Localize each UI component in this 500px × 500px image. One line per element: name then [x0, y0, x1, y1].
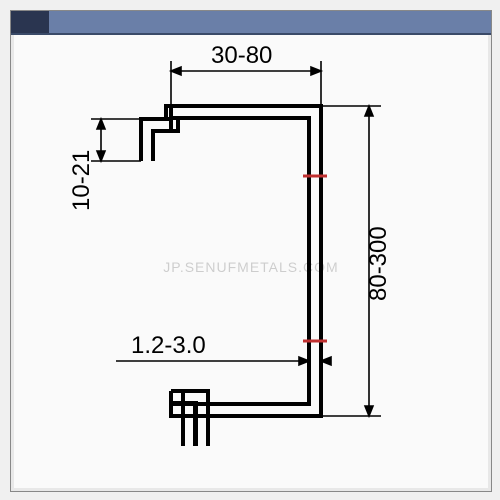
label-right: 80-300: [365, 226, 392, 301]
diagram-frame: 30-80 10-21 1.2-3.0 80-300: [10, 10, 492, 492]
profile-diagram: 30-80 10-21 1.2-3.0 80-300: [11, 11, 491, 491]
dimension-left: [91, 119, 141, 161]
watermark-text: JP.SENUFMETALS.COM: [163, 259, 338, 275]
label-thickness: 1.2-3.0: [131, 332, 206, 359]
label-left: 10-21: [68, 150, 95, 211]
profile-outline: [141, 106, 321, 446]
header-corner: [11, 11, 49, 33]
header-stripe: [11, 11, 491, 35]
label-top: 30-80: [211, 42, 272, 69]
